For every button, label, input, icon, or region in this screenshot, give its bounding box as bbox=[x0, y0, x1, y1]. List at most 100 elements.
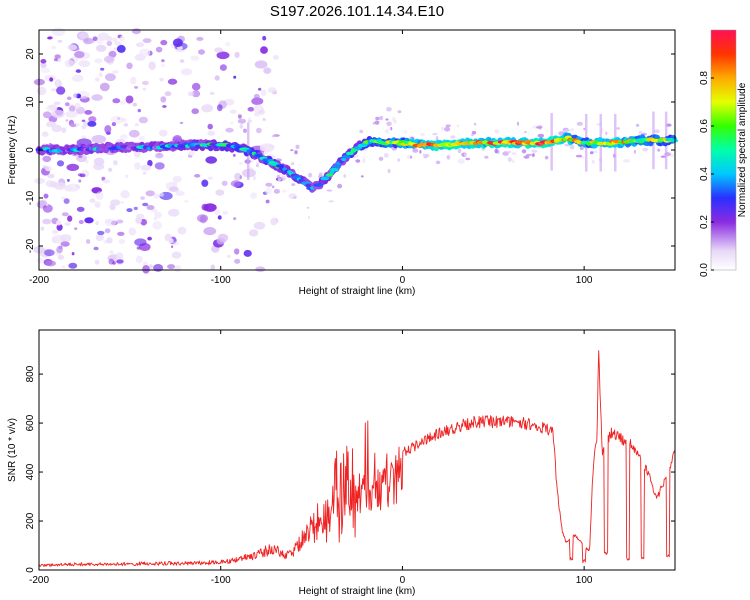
noise-speckle bbox=[524, 130, 527, 134]
snr-x-ticks: -200 -100 0 100 bbox=[29, 330, 593, 586]
noise-speckle bbox=[383, 153, 389, 158]
noise-speckle bbox=[125, 174, 129, 178]
noise-speckle bbox=[171, 245, 174, 248]
snr-x-label: Height of straight line (km) bbox=[299, 586, 416, 597]
noise-speckle bbox=[222, 210, 228, 215]
y-tick-label: -10 bbox=[25, 190, 36, 205]
noise-speckle bbox=[56, 86, 66, 95]
noise-speckle bbox=[42, 155, 52, 163]
noise-speckle bbox=[60, 241, 70, 247]
noise-speckle bbox=[133, 150, 141, 158]
noise-speckle bbox=[281, 189, 287, 193]
noise-speckle bbox=[51, 109, 65, 119]
snr-series-line bbox=[38, 350, 676, 567]
noise-speckle bbox=[456, 124, 460, 128]
noise-speckle bbox=[61, 265, 66, 269]
noise-speckle bbox=[378, 156, 384, 161]
noise-speckle bbox=[253, 175, 256, 181]
noise-speckle bbox=[250, 192, 257, 199]
spectrogram-marks bbox=[33, 27, 679, 274]
noise-speckle bbox=[139, 48, 151, 57]
noise-speckle bbox=[111, 122, 116, 127]
noise-speckle bbox=[441, 126, 444, 131]
noise-speckle bbox=[125, 95, 134, 104]
noise-speckle bbox=[265, 187, 272, 195]
noise-speckle bbox=[68, 105, 76, 113]
noise-speckle bbox=[47, 36, 53, 40]
noise-speckle bbox=[116, 219, 124, 224]
x-tick-label: -100 bbox=[211, 575, 231, 586]
noise-speckle bbox=[41, 131, 49, 137]
noise-speckle bbox=[57, 254, 65, 260]
noise-speckle bbox=[328, 200, 335, 203]
noise-speckle bbox=[160, 39, 168, 46]
noise-speckle bbox=[337, 183, 343, 189]
noise-speckle bbox=[230, 180, 242, 188]
noise-speckle bbox=[106, 40, 113, 47]
noise-speckle bbox=[114, 41, 122, 46]
noise-speckle bbox=[265, 182, 273, 187]
noise-speckle bbox=[384, 128, 390, 134]
noise-speckle bbox=[293, 196, 297, 199]
noise-speckle bbox=[263, 67, 272, 74]
noise-speckle bbox=[294, 150, 298, 155]
noise-speckle bbox=[43, 193, 49, 199]
noise-speckle bbox=[153, 264, 164, 272]
noise-speckle bbox=[54, 54, 61, 59]
noise-speckle bbox=[55, 80, 61, 85]
noise-speckle bbox=[507, 157, 512, 162]
noise-speckle bbox=[46, 104, 58, 112]
noise-speckle bbox=[569, 144, 575, 150]
y-tick-label: 600 bbox=[25, 414, 36, 431]
noise-speckle bbox=[168, 186, 179, 192]
noise-speckle bbox=[64, 222, 71, 226]
noise-speckle bbox=[93, 246, 99, 251]
noise-speckle bbox=[134, 162, 141, 170]
noise-speckle bbox=[187, 151, 195, 156]
noise-speckle bbox=[136, 42, 145, 47]
noise-speckle bbox=[152, 221, 162, 230]
noise-speckle bbox=[116, 259, 124, 264]
noise-speckle bbox=[362, 158, 366, 164]
noise-speckle bbox=[253, 93, 260, 99]
noise-speckle bbox=[191, 82, 201, 91]
noise-speckle bbox=[484, 155, 489, 159]
noise-speckle bbox=[161, 59, 165, 63]
x-tick-label: -100 bbox=[211, 275, 231, 286]
noise-speckle bbox=[234, 51, 240, 59]
noise-speckle bbox=[53, 58, 58, 62]
noise-speckle bbox=[42, 204, 53, 213]
figure-title: S197.2026.101.14.34.E10 bbox=[270, 3, 444, 20]
noise-speckle bbox=[209, 91, 215, 95]
noise-speckle bbox=[623, 159, 630, 163]
noise-speckle bbox=[217, 215, 222, 220]
noise-speckle bbox=[168, 238, 174, 244]
noise-speckle bbox=[159, 192, 164, 197]
ridge-core bbox=[342, 155, 351, 159]
noise-speckle bbox=[214, 209, 221, 216]
noise-speckle bbox=[445, 124, 451, 128]
noise-speckle bbox=[151, 208, 158, 213]
noise-speckle bbox=[112, 37, 118, 43]
noise-speckle bbox=[412, 148, 419, 153]
noise-speckle bbox=[576, 121, 583, 126]
snr-y-ticks: 0 200 400 600 800 bbox=[25, 365, 675, 573]
noise-speckle bbox=[521, 149, 527, 154]
noise-speckle bbox=[306, 206, 310, 209]
noise-speckle bbox=[92, 36, 98, 41]
noise-speckle bbox=[638, 130, 643, 136]
noise-speckle bbox=[131, 28, 141, 35]
noise-speckle bbox=[247, 119, 253, 123]
noise-speckle bbox=[117, 231, 125, 236]
noise-speckle bbox=[531, 149, 538, 153]
noise-speckle bbox=[146, 205, 155, 210]
noise-speckle bbox=[423, 156, 428, 159]
noise-speckle bbox=[471, 133, 474, 137]
noise-speckle bbox=[243, 249, 252, 257]
noise-speckle bbox=[248, 229, 259, 237]
noise-speckle bbox=[450, 135, 456, 139]
noise-speckle bbox=[255, 266, 266, 273]
noise-speckle bbox=[117, 117, 121, 120]
noise-speckle bbox=[409, 155, 413, 159]
noise-speckle bbox=[581, 156, 585, 159]
